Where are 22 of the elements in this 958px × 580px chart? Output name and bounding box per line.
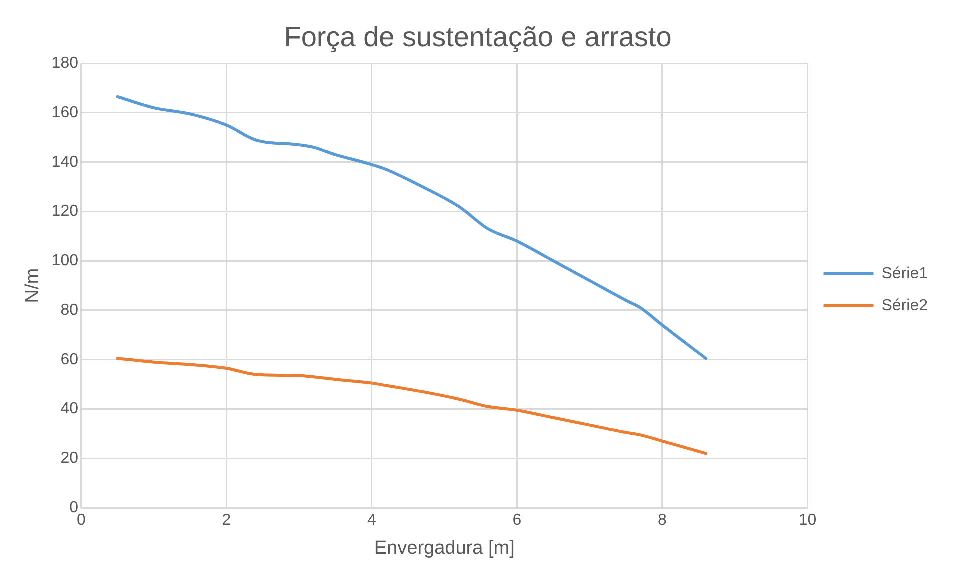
- y-tick-label: 100: [52, 252, 79, 270]
- x-tick-label: 10: [798, 512, 817, 530]
- y-tick-label: 160: [52, 104, 79, 122]
- x-tick-label: 8: [658, 512, 668, 530]
- legend-label: Série2: [882, 297, 928, 314]
- x-tick-label: 4: [368, 512, 377, 530]
- x-tick-label: 2: [222, 512, 232, 530]
- y-tick-label: 0: [70, 499, 79, 516]
- x-axis-title: Envergadura [m]: [374, 538, 515, 559]
- line-series: [116, 95, 708, 360]
- x-tick-label: 6: [512, 512, 522, 530]
- y-tick-label: 140: [52, 154, 79, 171]
- legend-label: Série1: [882, 265, 928, 282]
- y-tick-label: 80: [60, 302, 79, 319]
- y-tick-label: 40: [60, 400, 79, 418]
- line-series: [116, 357, 708, 456]
- y-tick-label: 20: [60, 450, 79, 468]
- y-axis-title: N/m: [22, 268, 44, 304]
- y-tick-label: 120: [52, 203, 79, 220]
- chart-title: Força de sustentação e arrasto: [284, 22, 672, 53]
- y-tick-label: 60: [60, 351, 79, 368]
- y-tick-label: 180: [52, 55, 79, 72]
